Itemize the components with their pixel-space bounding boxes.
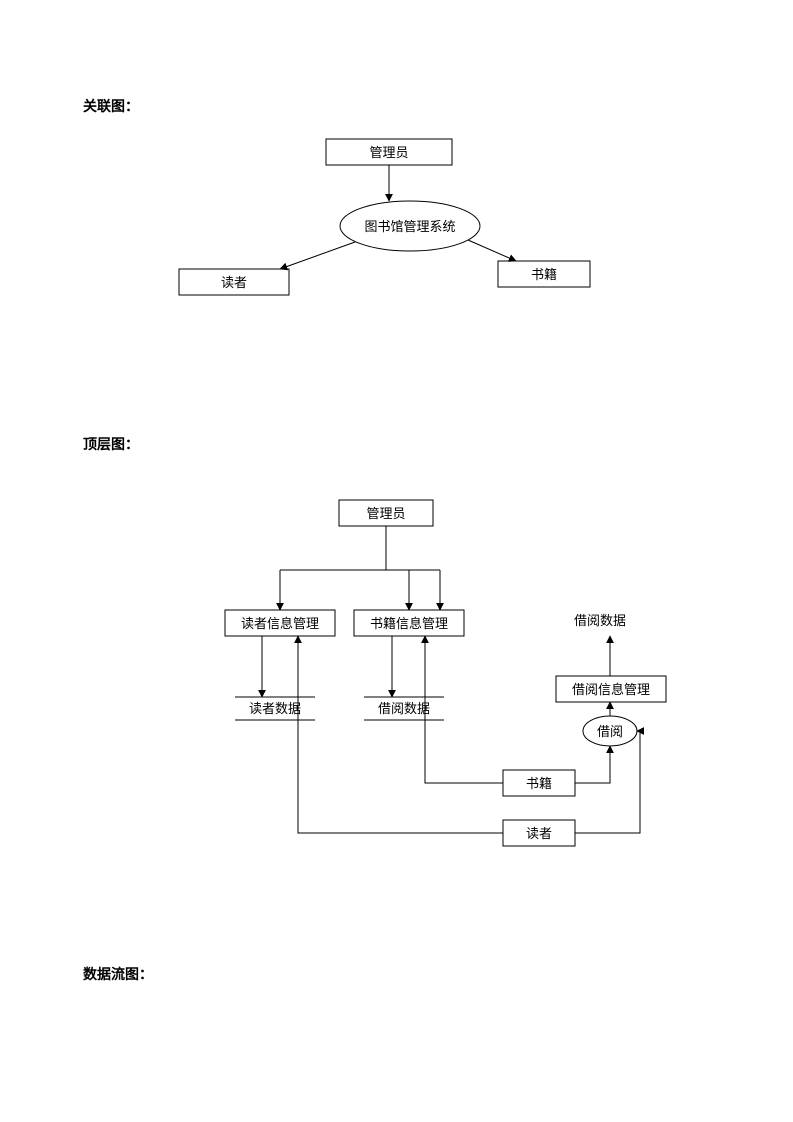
edge-system-reader [280, 242, 355, 269]
node-reader-mgmt-label: 读者信息管理 [241, 616, 319, 631]
diagram-toplevel: 管理员 读者信息管理 书籍信息管理 借阅数据 读者数据 借阅数据 借阅信息管理 [225, 500, 666, 846]
node-loan-label: 借阅 [597, 724, 623, 739]
node-reader2-label: 读者 [526, 826, 552, 841]
loan-data-toplabel: 借阅数据 [574, 613, 626, 628]
diagram-association: 管理员 图书馆管理系统 读者 书籍 [179, 139, 590, 295]
edge-book-loan [575, 746, 610, 783]
node-reader-label: 读者 [221, 275, 247, 290]
edge-reader-rmgmt [298, 636, 503, 833]
node-book2-label: 书籍 [526, 776, 552, 791]
ds-loan-label: 借阅数据 [378, 701, 430, 716]
node-loan-mgmt-label: 借阅信息管理 [572, 682, 650, 697]
edge-system-book [468, 240, 516, 261]
diagram-canvas: 管理员 图书馆管理系统 读者 书籍 管理员 读者信息管理 书籍信息管理 借阅数据 [0, 0, 793, 1122]
ds-reader-label: 读者数据 [249, 701, 301, 716]
node-book-label: 书籍 [531, 267, 557, 282]
edge-book-bmgmt [425, 636, 503, 783]
node-system-label: 图书馆管理系统 [364, 219, 455, 234]
node-admin-label: 管理员 [369, 145, 408, 160]
node-book-mgmt-label: 书籍信息管理 [370, 616, 448, 631]
node-admin2-label: 管理员 [366, 506, 405, 521]
